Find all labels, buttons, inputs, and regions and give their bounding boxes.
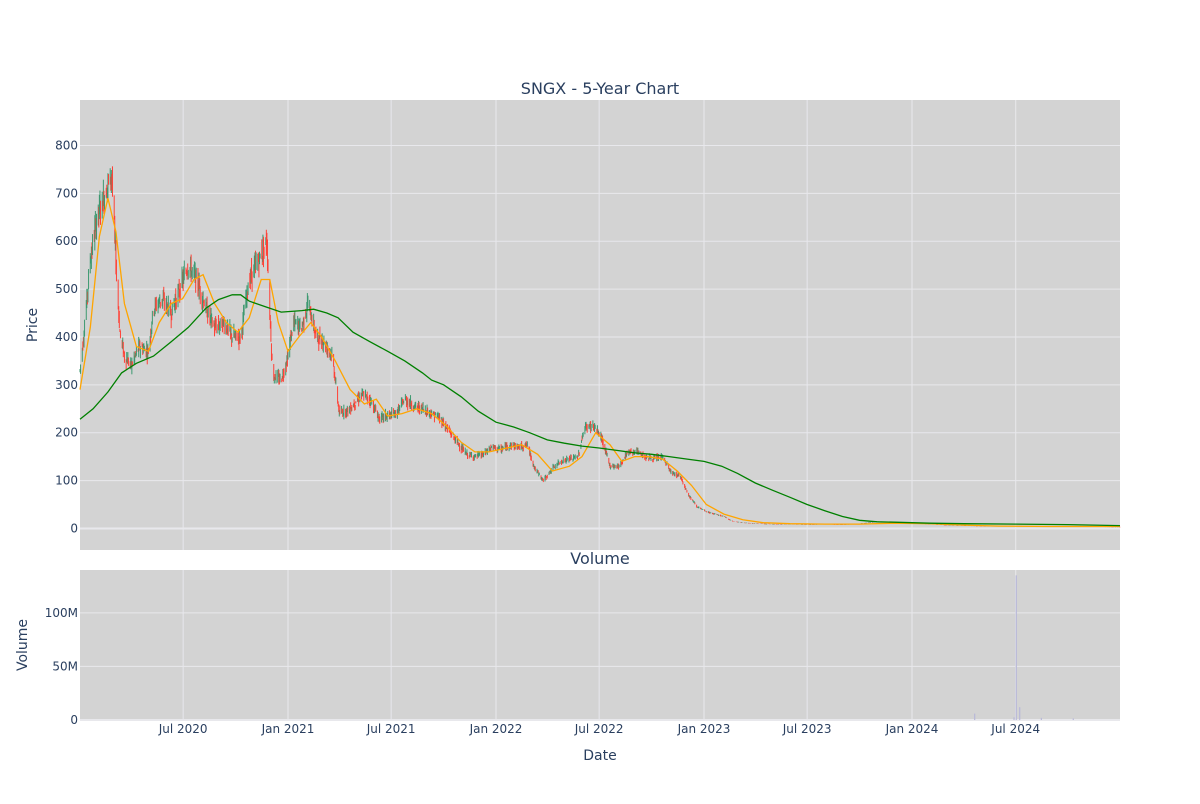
moving-average-lines[interactable] — [79, 197, 1121, 528]
price-y-tick-label: 0 — [70, 521, 78, 535]
x-tick-label: Jul 2022 — [574, 722, 624, 736]
x-tick-label: Jan 2024 — [885, 722, 939, 736]
x-tick-label: Jul 2020 — [158, 722, 208, 736]
volume-bar[interactable] — [1040, 717, 1042, 720]
volume-grid — [80, 570, 1120, 721]
volume-y-tick-label: 0 — [70, 713, 78, 727]
volume-y-tick-label: 50M — [52, 659, 78, 673]
volume-bar[interactable] — [1019, 707, 1021, 720]
price-y-tick-label: 400 — [55, 330, 78, 344]
volume-bar[interactable] — [1015, 575, 1017, 720]
volume-axis-title: Volume — [15, 619, 31, 671]
long-moving-average-line[interactable] — [79, 294, 1121, 527]
volume-y-ticks: 0 50M 100M — [45, 606, 78, 727]
price-axis-title: Price — [25, 308, 41, 342]
x-tick-label: Jul 2021 — [366, 722, 416, 736]
price-y-tick-label: 300 — [55, 378, 78, 392]
x-axis-ticks: Jul 2020 Jan 2021 Jul 2021 Jan 2022 Jul 2022… — [158, 722, 1040, 736]
volume-y-tick-label: 100M — [45, 606, 78, 620]
price-plot-background — [80, 100, 1120, 550]
chart-title: SNGX - 5-Year Chart — [521, 79, 679, 98]
price-y-ticks: 0 100 200 300 400 500 600 700 800 — [55, 138, 78, 535]
short-moving-average-line[interactable] — [79, 197, 1120, 528]
volume-plot-background — [80, 570, 1120, 720]
volume-bar[interactable] — [1072, 718, 1074, 720]
volume-subplot-title: Volume — [570, 549, 630, 568]
price-y-tick-label: 100 — [55, 474, 78, 488]
price-y-tick-label: 500 — [55, 282, 78, 296]
x-axis-title: Date — [583, 748, 616, 764]
price-candles[interactable] — [79, 166, 1121, 528]
x-tick-label: Jan 2022 — [469, 722, 523, 736]
volume-bar[interactable] — [974, 713, 976, 720]
price-y-tick-label: 800 — [55, 138, 78, 152]
price-y-tick-label: 600 — [55, 234, 78, 248]
price-grid — [80, 100, 1120, 550]
x-tick-label: Jul 2024 — [990, 722, 1040, 736]
volume-bar[interactable] — [1013, 717, 1015, 720]
x-tick-label: Jul 2023 — [782, 722, 832, 736]
x-tick-label: Jan 2023 — [677, 722, 731, 736]
price-y-tick-label: 700 — [55, 186, 78, 200]
price-y-tick-label: 200 — [55, 426, 78, 440]
x-tick-label: Jan 2021 — [261, 722, 315, 736]
volume-bars[interactable] — [974, 575, 1074, 720]
